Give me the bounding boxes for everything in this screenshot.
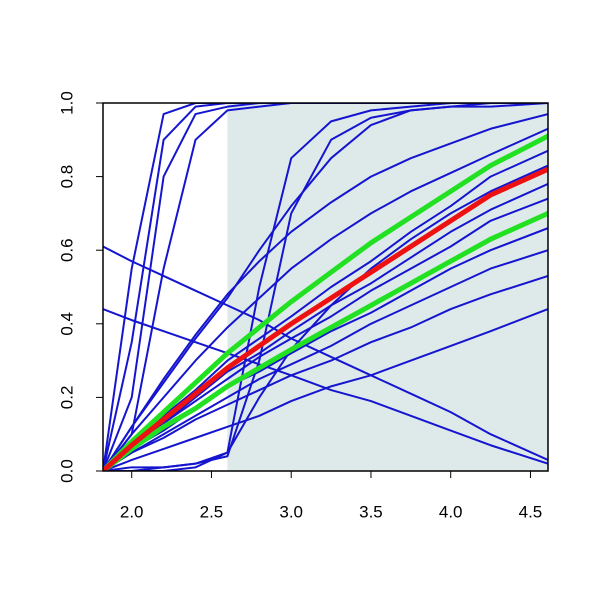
series-line <box>103 127 548 471</box>
series-line <box>103 210 548 471</box>
x-tick-label: 2.5 <box>200 502 224 521</box>
y-tick-label: 0.4 <box>57 312 76 336</box>
series-line <box>103 133 548 471</box>
y-tick-label: 0.6 <box>57 238 76 262</box>
series-line <box>103 197 548 471</box>
y-tick-label: 1.0 <box>57 91 76 115</box>
x-tick-label: 3.0 <box>279 502 303 521</box>
y-tick-label: 0.8 <box>57 165 76 189</box>
y-tick-label: 0.0 <box>57 459 76 483</box>
series-line <box>103 274 548 471</box>
x-tick-label: 2.0 <box>120 502 144 521</box>
series-line <box>103 103 548 471</box>
series-line <box>103 103 548 471</box>
x-tick-label: 4.5 <box>519 502 543 521</box>
plot-frame <box>102 102 549 472</box>
series-line <box>103 249 548 471</box>
series-line <box>103 103 548 471</box>
plot-area <box>103 103 548 471</box>
series-line <box>103 113 548 471</box>
series-line <box>103 308 548 471</box>
series-line <box>103 166 548 471</box>
series-line <box>103 227 548 471</box>
x-tick-label: 4.0 <box>439 502 463 521</box>
x-tick-label: 3.5 <box>359 502 383 521</box>
y-tick-label: 0.2 <box>57 386 76 410</box>
series-line <box>103 103 548 471</box>
series-line <box>103 103 548 471</box>
series-line <box>103 149 548 471</box>
